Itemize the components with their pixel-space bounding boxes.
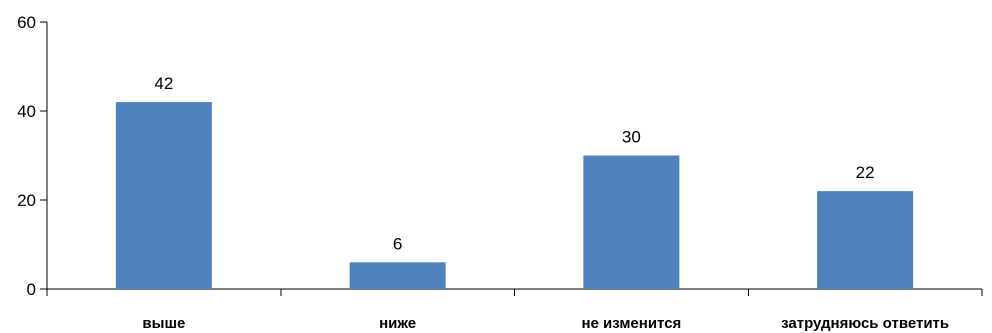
x-category-label: затрудняюсь ответить [781,315,949,332]
bar [817,191,914,289]
y-tick-label: 40 [17,102,36,121]
bar-value-label: 6 [393,234,402,253]
bar [349,262,446,289]
y-tick-label: 20 [17,191,36,210]
x-category-label: выше [142,315,185,332]
y-tick-label: 0 [27,280,36,299]
bar-value-label: 42 [154,74,173,93]
bar [115,102,212,289]
bar-value-label: 30 [622,128,641,147]
bars [115,102,914,289]
x-category-label: ниже [379,315,416,332]
y-tick-label: 60 [17,13,36,32]
data-labels: 42 6 30 22 [154,74,874,253]
bar [583,155,680,289]
x-axis: выше ниже не изменится затрудняюсь ответить [46,288,983,332]
x-category-label: не изменится [581,315,681,332]
y-axis: 0 20 40 60 [17,13,48,299]
bar-value-label: 22 [856,163,875,182]
